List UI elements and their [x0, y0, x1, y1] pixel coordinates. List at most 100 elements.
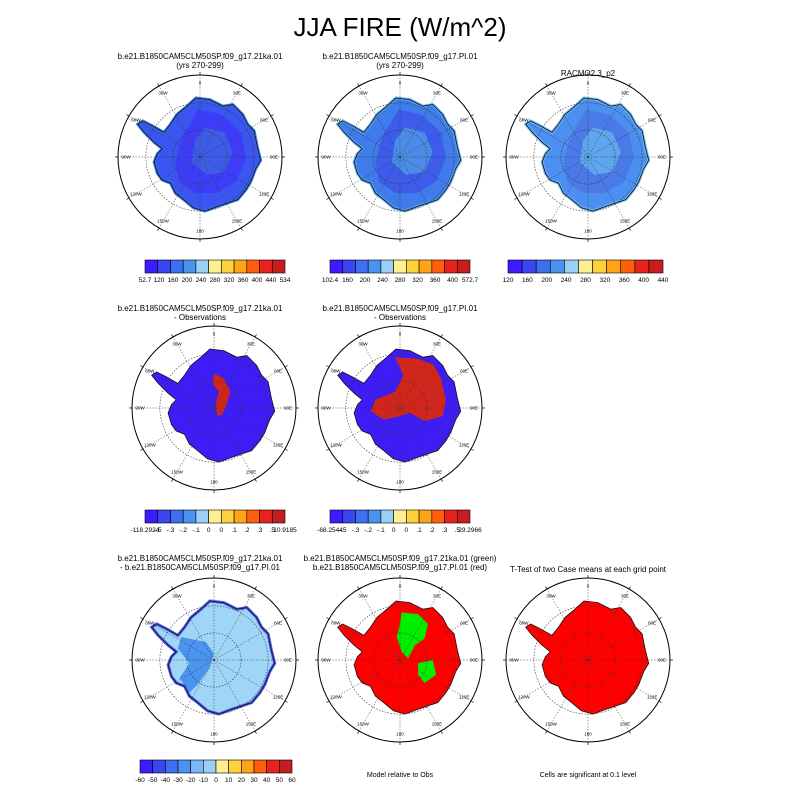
map-r3c1-lon-label: 90W: [135, 658, 145, 663]
colorbar-r3c1-label: -30: [173, 777, 183, 784]
colorbar-r1c1-label: 200: [182, 277, 193, 284]
map-r1c1-lon-label: 150W: [157, 219, 170, 224]
colorbar-r1c2-swatch: [329, 259, 344, 274]
colorbar-r3c1-swatch: [177, 759, 191, 774]
colorbar-r2c1-swatch: [170, 509, 184, 524]
map-r2c1: 0 30E 60E 90E 120E 150E 180 150W 120W 90W 60W 30W: [129, 323, 299, 493]
map-r3c3-lon-label: 150E: [620, 722, 631, 727]
map-r1c1-lon-label: 120W: [130, 192, 143, 197]
colorbar-r1c3-swatch: [606, 259, 622, 274]
map-r3c2-lon-label: 60E: [460, 621, 468, 626]
map-r1c3: 0 30E 60E 90E 120E 150E 180 150W 120W 90W 60W 30W: [503, 72, 673, 242]
map-r3c3-lon-label: 180: [584, 732, 592, 737]
map-r2c1-land: [151, 348, 276, 463]
map-r3c3-lon-label: 90W: [509, 658, 519, 663]
colorbar-r2c1-label: -118.2924: [131, 527, 160, 534]
map-r3c1-lon-label: 120W: [144, 695, 157, 700]
colorbar-r1c1-label: 440: [266, 277, 277, 284]
map-r2c2-lon-label: 90W: [321, 406, 331, 411]
map-r1c2-region-2: [391, 127, 433, 176]
panel-title-r2c2: b.e21.B1850CAM5CLM50SP.f09_g17.PI.01- Ob…: [322, 304, 478, 322]
map-r3c1-lon-label: 0: [213, 584, 216, 589]
colorbar-r2c2-label: -.3: [352, 527, 360, 534]
map-r2c2-lon-label: 30E: [433, 341, 441, 346]
colorbar-r2c2-label: -.1: [377, 527, 385, 534]
colorbar-r1c3-swatch: [549, 259, 565, 274]
map-r3c1-lon-label: 60W: [145, 621, 155, 626]
map-r1c2-lon-label: 30E: [433, 90, 441, 95]
map-r1c1-lon-label: 60W: [131, 118, 141, 123]
colorbar-r2c2-label: .2: [429, 527, 435, 534]
colorbar-r2c1-label: .5: [270, 527, 276, 534]
map-r3c3-lon-label: 30W: [546, 593, 556, 598]
colorbar-r1c2-label: 280: [395, 277, 406, 284]
colorbar-r1c3-swatch: [578, 259, 593, 274]
colorbar-r2c1-label: 0: [207, 527, 211, 534]
colorbar-r3c1-label: 40: [263, 777, 271, 784]
map-r1c2-lon-label: 180: [396, 229, 404, 234]
colorbar-r1c2-label: 572.7: [462, 277, 479, 284]
map-r2c2-lon-label: 90E: [470, 406, 478, 411]
colorbar-r3c1-swatch: [190, 759, 204, 774]
colorbar-r2c1-swatch: [233, 509, 248, 524]
map-r1c1-region-2: [191, 127, 233, 176]
map-r3c2-region: [396, 612, 428, 659]
colorbar-r2c2-label: .3: [442, 527, 448, 534]
colorbar-r1c2-swatch: [342, 259, 356, 274]
colorbar-r2c2-label: 29.2966: [458, 527, 482, 534]
colorbar-r1c1-label: 120: [154, 277, 165, 284]
map-r2c1-lon-label: 120E: [273, 443, 284, 448]
map-r2c2-lon-label: 120E: [459, 443, 470, 448]
colorbar-r3c1-swatch: [228, 759, 242, 774]
colorbar-r2c1-label: .3: [257, 527, 263, 534]
colorbar-r1c2-swatch: [367, 259, 382, 274]
colorbar-r2c2-label: -.2: [364, 527, 372, 534]
colorbar-r2c1-swatch: [271, 509, 286, 524]
panel-title-r1c1: b.e21.B1850CAM5CLM50SP.f09_g17.21ka.01 (y…: [117, 52, 283, 70]
colorbar-r1c1-swatch: [157, 259, 171, 274]
map-r3c1-lon-label: 180: [210, 732, 218, 737]
map-r3c1: 0 30E 60E 90E 120E 150E 180 150W 120W 90W 60W 30W: [129, 575, 299, 745]
colorbar-r2c1-swatch: [208, 509, 222, 524]
colorbar-r1c1-swatch: [144, 259, 159, 274]
colorbar-r1c1-swatch: [195, 259, 209, 274]
colorbar-r1c3-swatch: [507, 259, 523, 274]
map-r1c3-lon-label: 30E: [621, 90, 629, 95]
colorbar-r1c3-label: 360: [619, 277, 630, 284]
panel-title-r1c2: b.e21.B1850CAM5CLM50SP.f09_g17.PI.01 (yrs…: [322, 52, 478, 70]
colorbar-r3c1-swatch: [203, 759, 217, 774]
panel-title-r3c3: T-Test of two Case means at each grid po…: [509, 565, 667, 574]
colorbar-r2c1-label: -.1: [192, 527, 200, 534]
colorbar-r1c2-label: 200: [360, 277, 371, 284]
colorbar-r1c2-label: 160: [342, 277, 353, 284]
map-r3c2-lon-label: 120E: [459, 695, 470, 700]
colorbar-r2c2-swatch: [355, 509, 369, 524]
colorbar-r1c2: 102.4 160 200 240 280 320 360 400 572.7: [322, 259, 479, 284]
colorbar-r2c2-label: -.5: [339, 527, 347, 534]
map-r1c2-lon-label: 60W: [331, 118, 341, 123]
map-r3c1-lon-label: 120E: [273, 695, 284, 700]
colorbar-r3c1-swatch: [215, 759, 229, 774]
map-r3c3-lon-label: 90E: [658, 658, 666, 663]
map-r1c2-lon-label: 90W: [321, 155, 331, 160]
colorbar-r2c1-label: .1: [231, 527, 237, 534]
colorbar-r2c1-label: -.5: [154, 527, 162, 534]
map-r3c2-lon-label: 120W: [330, 695, 343, 700]
colorbar-r3c1-label: -60: [135, 777, 145, 784]
colorbar-r3c1-label: -10: [199, 777, 209, 784]
map-r1c3-lon-label: 30W: [546, 90, 556, 95]
map-r1c3-region-2: [579, 127, 621, 176]
map-r3c2-lon-label: 90E: [470, 658, 478, 663]
map-r2c2-lon-label: 120W: [330, 443, 343, 448]
colorbar-r3c1: -60 -50 -40 -30 -20 -10 0 10 20 30 40 50 60: [135, 759, 296, 784]
map-r2c1-lon-label: 30W: [172, 341, 182, 346]
colorbar-r2c1-swatch: [157, 509, 171, 524]
colorbar-r2c2: -68.2544-.5 -.3 -.2 -.1 0 0 .1 .2 .3 .529.2966: [317, 509, 482, 534]
colorbar-r1c3-label: 320: [599, 277, 610, 284]
colorbar-r1c1-swatch: [182, 259, 197, 274]
map-r1c3-lon-label: 120W: [518, 192, 531, 197]
colorbar-r1c1: 52.7 120 160 200 240 280 320 360 400 440 534: [139, 259, 291, 284]
colorbar-r3c1-label: 0: [214, 777, 218, 784]
map-r3c1-lon-label: 60E: [274, 621, 282, 626]
